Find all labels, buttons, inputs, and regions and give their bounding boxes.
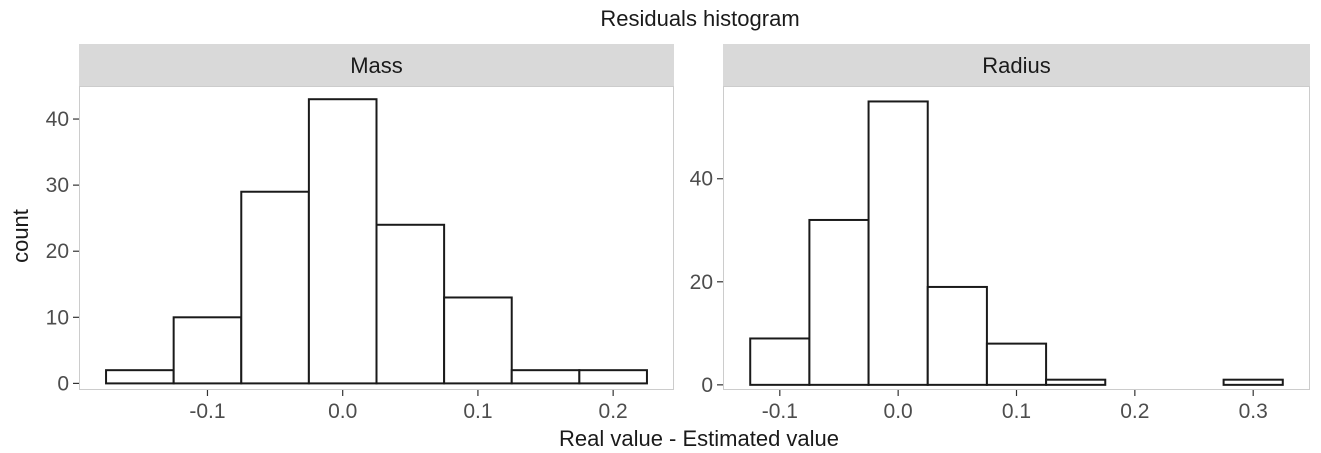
x-tick-label: 0.2 <box>599 400 628 423</box>
facet-strip <box>79 44 674 86</box>
histogram-bar <box>240 190 310 385</box>
facet-strip <box>723 44 1310 86</box>
histogram-bar <box>443 296 513 385</box>
histogram-bar <box>808 218 870 386</box>
y-axis-title: count <box>8 209 33 263</box>
y-tick-label: 30 <box>46 174 69 197</box>
x-tick-label: 0.1 <box>463 400 492 423</box>
facet-strip-label: Mass <box>350 53 403 78</box>
histogram-bar <box>172 316 243 385</box>
x-tick-label: 0.2 <box>1120 400 1149 423</box>
y-tick-label: 40 <box>690 168 713 191</box>
histogram-bar <box>375 223 446 385</box>
x-tick-label: 0.1 <box>1002 400 1031 423</box>
facet-panels: Mass 0 10 20 30 40 -0.1 0.0 0.1 0.2 Radius 0 20 40 -0.… <box>46 44 1310 423</box>
y-tick-label: 40 <box>46 108 69 131</box>
facet-panel-radius: Radius 0 20 40 -0.1 0.0 0.1 0.2 0.3 <box>690 44 1310 423</box>
histogram-bar <box>985 342 1048 386</box>
histogram-bar <box>1045 378 1107 386</box>
y-tick-label: 20 <box>690 271 713 294</box>
x-tick-label: 0.3 <box>1239 400 1268 423</box>
x-tick-label: -0.1 <box>762 400 798 423</box>
histogram-bar <box>926 285 988 386</box>
y-tick-label: 0 <box>701 374 713 397</box>
histogram-bar <box>307 98 378 385</box>
histogram-bar <box>867 100 929 386</box>
x-axis-title: Real value - Estimated value <box>559 426 839 451</box>
x-tick-label: -0.1 <box>189 400 225 423</box>
histogram-bar <box>105 369 175 385</box>
histogram-bar <box>510 369 581 385</box>
histogram-bar <box>749 337 811 386</box>
facet-strip-label: Radius <box>982 53 1050 78</box>
histogram-bar <box>1222 378 1284 386</box>
x-tick-label: 0.0 <box>884 400 913 423</box>
y-tick-label: 20 <box>46 240 69 263</box>
histogram-bar <box>578 369 648 385</box>
facet-panel-mass: Mass 0 10 20 30 40 -0.1 0.0 0.1 0.2 <box>46 44 674 423</box>
y-tick-label: 10 <box>46 306 69 329</box>
chart-title: Residuals histogram <box>600 6 799 31</box>
y-tick-label: 0 <box>57 372 69 395</box>
x-tick-label: 0.0 <box>328 400 357 423</box>
